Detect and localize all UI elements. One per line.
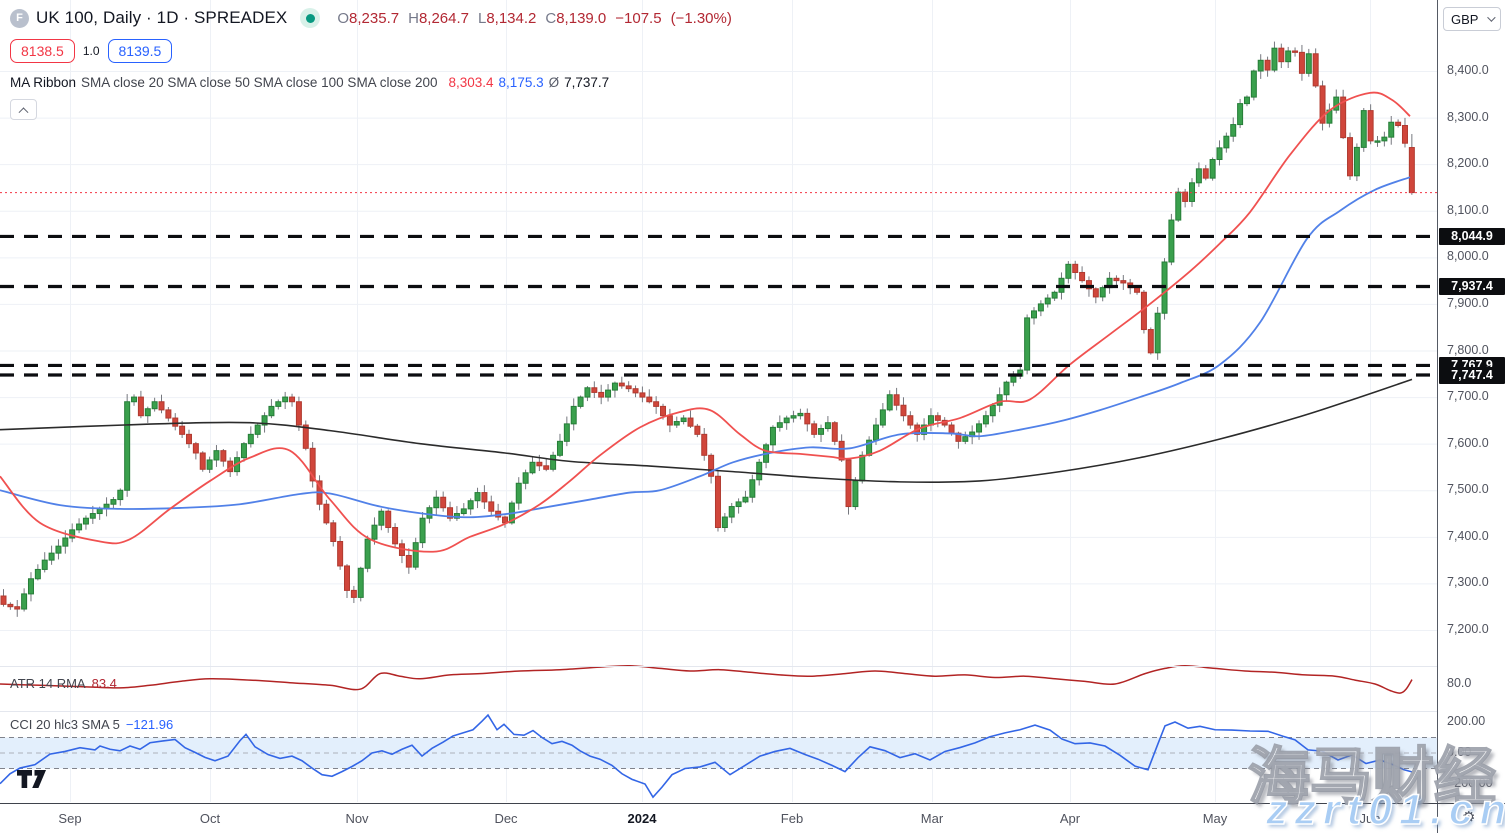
chart-canvas[interactable] <box>0 0 1437 833</box>
chart-legend: F UK 100, Daily · 1D · SPREADEX O8,235.7… <box>10 6 732 120</box>
price-level-label: 8,044.9 <box>1439 227 1505 245</box>
time-label: Jun <box>1359 811 1381 826</box>
sma20-value: 8,303.4 <box>448 75 494 90</box>
time-label: Feb <box>780 811 804 826</box>
currency-dropdown[interactable]: GBP <box>1443 7 1501 31</box>
atr-tick: 80.0 <box>1447 676 1472 690</box>
price-tick: 7,400.0 <box>1447 528 1489 543</box>
atr-indicator-legend[interactable]: ATR 14 RMA 83.4 <box>10 676 117 691</box>
price-tick: 8,200.0 <box>1447 156 1489 171</box>
time-label: Mar <box>920 811 944 826</box>
ma-line-sma200 <box>0 378 1413 484</box>
time-label: Oct <box>199 811 221 826</box>
price-tick: 7,700.0 <box>1447 389 1489 404</box>
symbol-row: F UK 100, Daily · 1D · SPREADEX O8,235.7… <box>10 6 732 30</box>
cci-value: −121.96 <box>125 717 174 732</box>
price-tick: 8,300.0 <box>1447 109 1489 124</box>
high-label: H <box>408 9 419 27</box>
indicator-legend-ma-ribbon[interactable]: MA Ribbon SMA close 20 SMA close 50 SMA … <box>10 75 732 90</box>
gridlines <box>0 0 1437 802</box>
atr-value: 83.4 <box>91 676 117 691</box>
price-tick: 7,900.0 <box>1447 295 1489 310</box>
price-tick: 7,500.0 <box>1447 482 1489 497</box>
sell-button[interactable]: 8138.5 <box>10 39 75 63</box>
sma100-empty-value: Ø <box>548 75 560 90</box>
price-tick: 8,100.0 <box>1447 202 1489 217</box>
pane-separator-cci[interactable] <box>0 711 1505 712</box>
gear-icon[interactable]: ⚙ <box>1462 808 1476 826</box>
buy-button[interactable]: 8139.5 <box>107 39 173 63</box>
price-tick: 7,200.0 <box>1447 622 1489 636</box>
sma50-value: 8,175.3 <box>498 75 544 90</box>
spread-value: 1.0 <box>82 44 100 58</box>
time-label: Dec <box>494 811 518 826</box>
cci-label: CCI 20 hlc3 SMA 5 <box>10 717 120 732</box>
cci-tick: −200.00 <box>1447 776 1493 790</box>
ma-line-sma20 <box>0 91 1411 553</box>
indicator-params: SMA close 20 SMA close 50 SMA close 100 … <box>81 75 438 90</box>
pane-separator-atr[interactable] <box>0 666 1505 667</box>
candlestick-series <box>0 41 1415 617</box>
atr-line <box>0 665 1413 694</box>
trade-buttons-row: 8138.5 1.0 8139.5 <box>10 39 732 63</box>
price-tick: 7,800.0 <box>1447 342 1489 357</box>
price-level-label: 7,747.4 <box>1439 366 1505 384</box>
chevron-down-icon <box>1487 13 1496 22</box>
price-tick: 7,600.0 <box>1447 435 1489 450</box>
collapse-legend-button[interactable] <box>10 99 37 120</box>
price-scale[interactable]: GBP 8,400.0 8,300.0 8,200.0 8,100.0 8,000.0 7… <box>1437 0 1505 833</box>
sma200-value: 7,737.7 <box>564 75 610 90</box>
time-label: Sep <box>58 811 82 826</box>
market-open-dot-icon <box>305 13 315 23</box>
low-value: 8,134.2 <box>486 9 537 27</box>
market-status <box>300 8 321 28</box>
chevron-up-icon <box>18 107 29 118</box>
open-label: O <box>337 9 350 27</box>
close-label: C <box>545 9 557 27</box>
high-value: 8,264.7 <box>418 9 469 27</box>
price-tick: 8,000.0 <box>1447 249 1489 264</box>
price-tick: 7,300.0 <box>1447 575 1489 590</box>
close-value: 8,139.0 <box>556 9 607 27</box>
time-label: 2024 <box>627 811 657 826</box>
cci-line <box>0 713 1413 799</box>
atr-label: ATR 14 RMA <box>10 676 86 691</box>
cci-band <box>0 737 1437 769</box>
time-label: May <box>1202 811 1228 826</box>
indicator-name: MA Ribbon <box>10 75 77 90</box>
cci-indicator-legend[interactable]: CCI 20 hlc3 SMA 5 −121.96 <box>10 717 173 732</box>
price-tick: 8,400.0 <box>1447 63 1489 77</box>
symbol-logo-icon: F <box>10 8 29 28</box>
time-label: Apr <box>1059 811 1081 826</box>
ma-line-sma50 <box>0 176 1411 519</box>
symbol-title[interactable]: UK 100, Daily · 1D · SPREADEX <box>36 8 288 27</box>
time-axis-separator <box>0 803 1505 804</box>
time-label: Nov <box>345 811 369 826</box>
change-percent: (−1.30%) <box>670 9 732 27</box>
change-value: −107.5 <box>615 9 662 27</box>
low-label: L <box>477 9 487 27</box>
currency-label: GBP <box>1451 11 1479 27</box>
open-value: 8,235.7 <box>349 9 400 27</box>
cci-tick: 0.00 <box>1447 745 1472 759</box>
tradingview-logo-icon[interactable] <box>16 769 48 789</box>
ohlc-values: O8,235.7 H8,264.7 L8,134.2 C8,139.0 −107… <box>337 10 731 27</box>
time-scale[interactable]: Sep Oct Nov Dec 2024 Feb Mar Apr May Jun <box>0 804 1437 833</box>
cci-tick: 200.00 <box>1447 714 1486 728</box>
price-level-label: 7,937.4 <box>1439 277 1505 295</box>
